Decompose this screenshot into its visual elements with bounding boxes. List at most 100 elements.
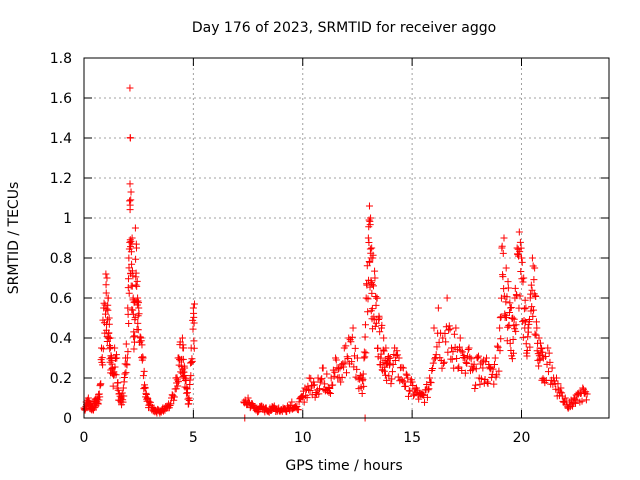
data-point <box>509 349 517 357</box>
data-point <box>395 354 403 362</box>
data-point <box>121 370 129 378</box>
data-point <box>122 340 130 348</box>
data-point <box>461 369 469 377</box>
y-tick-label: 1.4 <box>50 131 72 147</box>
data-point <box>579 384 587 392</box>
data-point <box>371 322 379 330</box>
data-point <box>518 254 525 262</box>
data-point <box>419 391 427 399</box>
data-point <box>365 216 373 224</box>
data-point <box>518 275 526 283</box>
data-point <box>186 376 194 384</box>
data-point <box>128 260 136 268</box>
data-point <box>508 355 516 363</box>
data-point <box>536 339 544 347</box>
data-point <box>474 354 482 362</box>
data-point <box>493 371 501 379</box>
data-point <box>463 360 471 368</box>
data-point <box>455 363 463 371</box>
data-point <box>245 398 253 406</box>
data-point <box>372 319 380 327</box>
data-point <box>104 306 112 314</box>
y-tick-label: 0.8 <box>50 251 72 267</box>
data-point <box>519 333 527 341</box>
data-point <box>105 314 113 322</box>
data-point <box>438 364 446 372</box>
data-point <box>400 378 408 386</box>
data-point <box>519 278 527 286</box>
data-point <box>517 267 525 275</box>
data-point <box>536 355 544 363</box>
data-point <box>127 196 135 204</box>
data-point <box>515 304 523 312</box>
y-tick-label: 0 <box>63 411 72 427</box>
data-point <box>188 357 196 365</box>
y-axis-label: SRMTID / TECUs <box>6 182 22 295</box>
data-point <box>112 371 120 379</box>
data-point <box>535 362 543 370</box>
data-point <box>126 84 134 92</box>
data-point <box>342 342 350 350</box>
data-point <box>533 324 541 332</box>
data-point <box>123 354 131 362</box>
data-point <box>512 327 520 335</box>
data-point <box>520 305 528 313</box>
data-point <box>332 356 340 364</box>
data-point <box>366 221 374 229</box>
data-point <box>135 310 143 318</box>
data-point <box>425 385 433 393</box>
data-point <box>531 264 539 272</box>
data-point <box>299 387 307 395</box>
data-point <box>317 376 325 384</box>
data-point <box>530 306 538 314</box>
data-point <box>504 284 512 292</box>
data-point <box>496 324 504 332</box>
data-point <box>531 330 539 338</box>
data-point <box>404 392 412 400</box>
data-point <box>126 201 134 209</box>
data-point <box>496 347 504 355</box>
data-point <box>406 387 414 395</box>
data-point <box>524 333 532 341</box>
data-point <box>380 347 388 355</box>
chart-title: Day 176 of 2023, SRMTID for receiver agg… <box>192 20 496 36</box>
data-point <box>516 292 524 300</box>
data-point <box>445 322 453 330</box>
data-point <box>125 289 133 297</box>
data-point <box>461 354 469 362</box>
data-point <box>119 398 127 406</box>
data-point <box>106 345 114 353</box>
data-point <box>102 289 110 297</box>
data-point <box>132 269 140 277</box>
data-point <box>286 406 294 414</box>
data-point <box>528 303 536 311</box>
data-point <box>99 345 107 353</box>
data-point <box>506 339 514 347</box>
data-point <box>553 374 560 382</box>
data-point <box>124 304 132 312</box>
data-point <box>348 333 356 341</box>
data-point <box>524 328 532 336</box>
data-point <box>102 270 110 278</box>
data-point <box>325 389 333 397</box>
data-point <box>479 364 487 372</box>
data-point <box>477 375 485 383</box>
data-point <box>482 358 490 366</box>
data-point <box>522 340 530 348</box>
data-point <box>402 370 410 378</box>
y-tick-label: 0.4 <box>50 331 72 347</box>
data-point <box>389 360 397 368</box>
data-point <box>190 319 198 327</box>
data-point <box>190 337 198 345</box>
y-tick-label: 1.6 <box>50 91 72 107</box>
data-point <box>544 344 552 352</box>
data-point <box>420 391 428 399</box>
data-point <box>125 320 133 328</box>
data-point <box>512 321 520 329</box>
data-point <box>124 275 132 283</box>
data-point <box>369 282 377 290</box>
data-point <box>174 382 182 390</box>
data-point <box>391 357 399 365</box>
data-point <box>190 300 198 308</box>
data-point <box>371 267 379 275</box>
